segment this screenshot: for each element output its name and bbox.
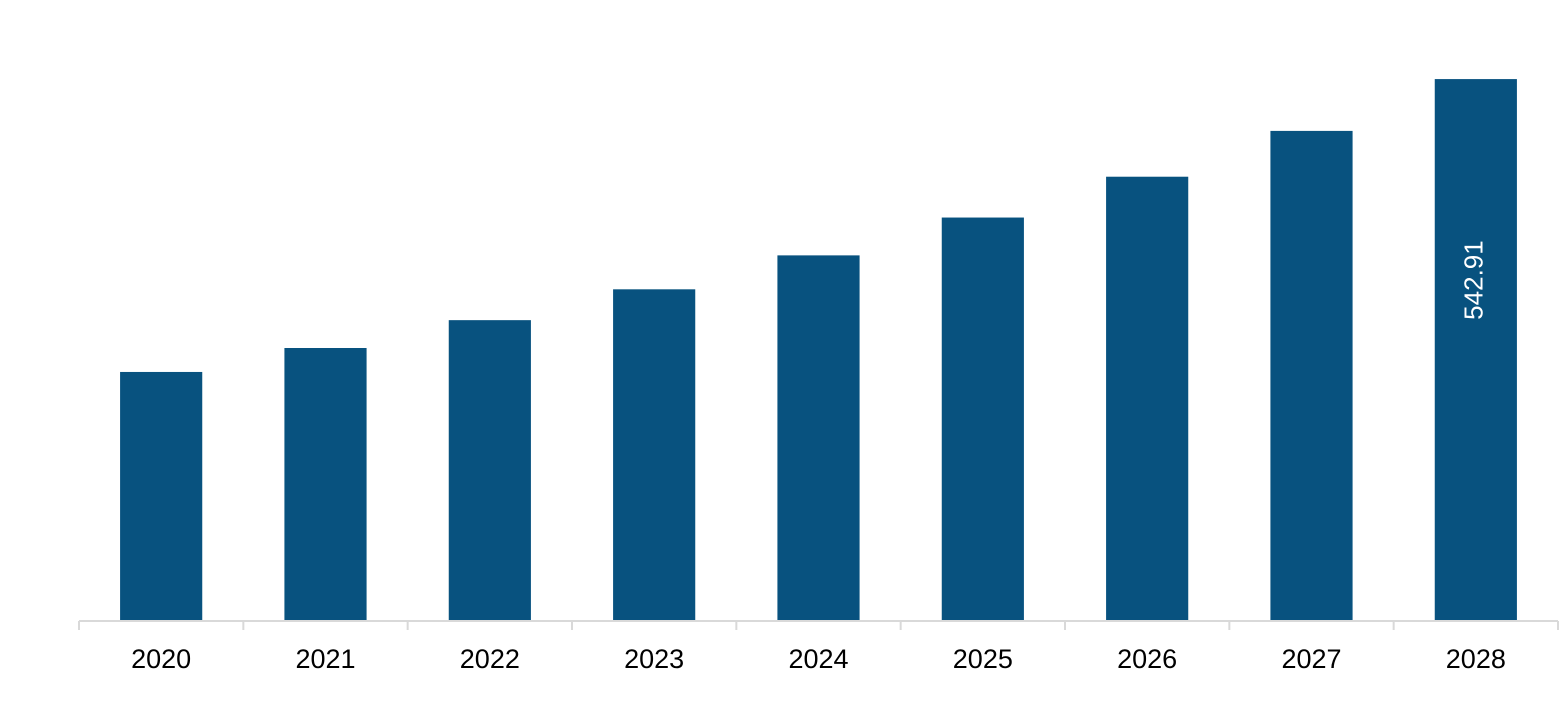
bar bbox=[1106, 176, 1189, 622]
x-tick-label: 2025 bbox=[953, 644, 1013, 674]
x-tick-label: 2021 bbox=[295, 644, 355, 674]
x-tick-label: 2028 bbox=[1446, 644, 1506, 674]
x-tick-label: 2022 bbox=[460, 644, 520, 674]
x-tick-label: 2026 bbox=[1117, 644, 1177, 674]
bar bbox=[284, 348, 367, 621]
bar bbox=[1270, 130, 1353, 621]
bar bbox=[941, 217, 1024, 621]
x-tick-label: 2024 bbox=[788, 644, 848, 674]
bar bbox=[1434, 79, 1517, 621]
x-tick-label: 2020 bbox=[131, 644, 191, 674]
bar bbox=[120, 371, 203, 621]
x-tick-label: 2023 bbox=[624, 644, 684, 674]
data-label: 542.91 bbox=[1459, 240, 1489, 320]
x-tick-label: 2027 bbox=[1281, 644, 1341, 674]
bar bbox=[613, 289, 696, 621]
bar bbox=[777, 255, 860, 621]
bar bbox=[448, 320, 531, 621]
